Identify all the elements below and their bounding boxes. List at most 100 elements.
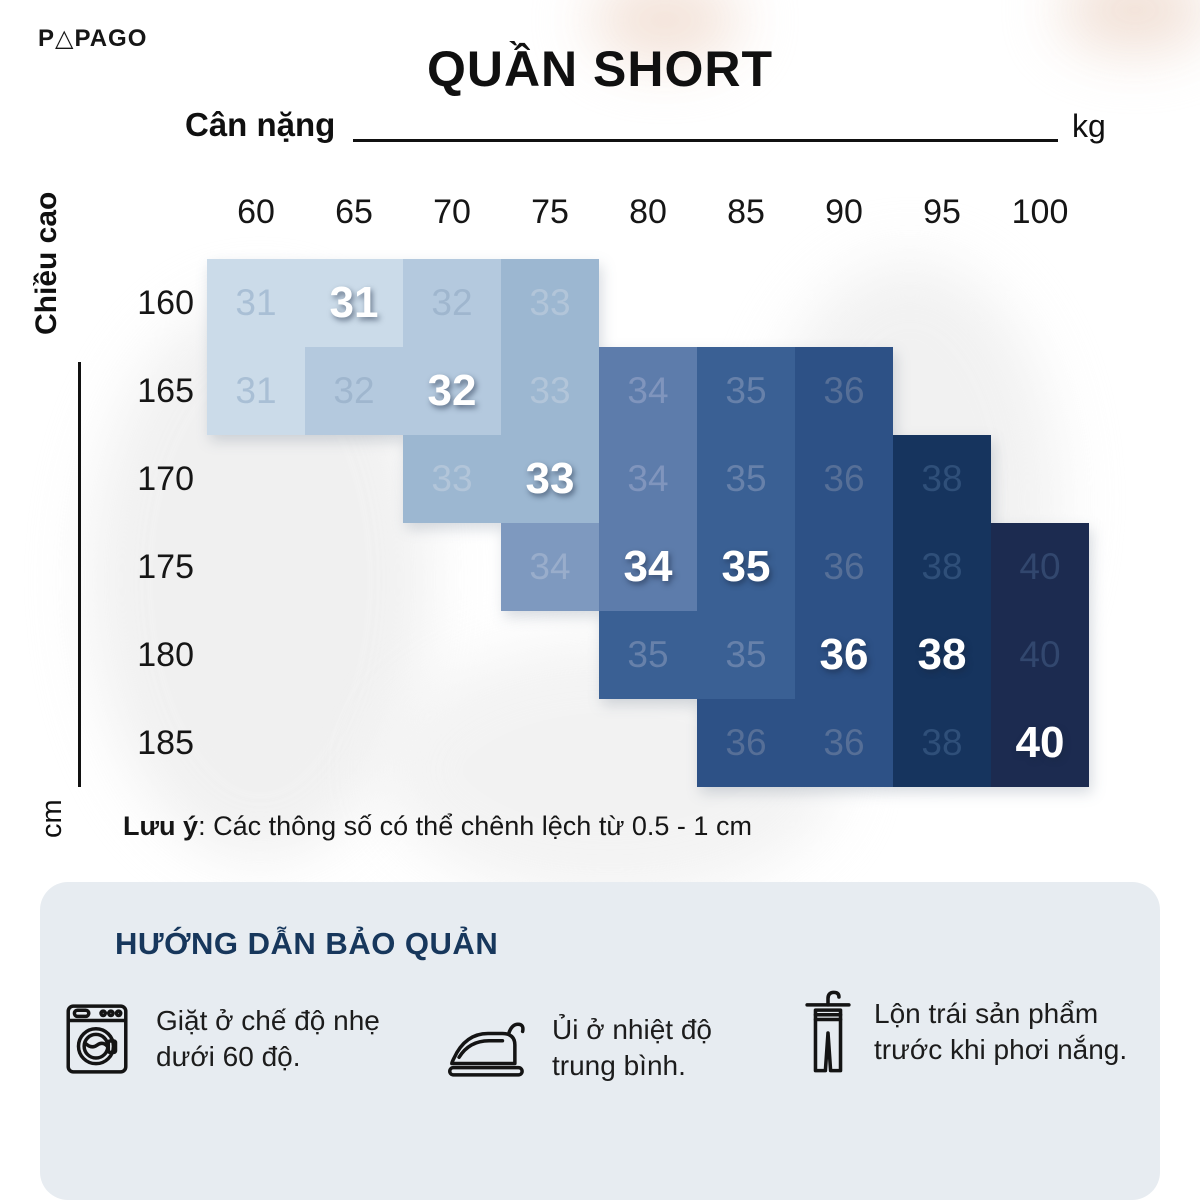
size-value: 34 xyxy=(627,370,669,411)
size-value: 32 xyxy=(333,370,375,411)
size-cell-180cm-90kg: 36 xyxy=(795,611,893,699)
size-cell-160cm-70kg: 32 xyxy=(403,259,501,347)
care-item-iron-line1: Ủi ở nhiệt độ xyxy=(552,1014,713,1045)
care-item-iron-text: Ủi ở nhiệt độ trung bình. xyxy=(552,1012,712,1084)
weight-tick-90: 90 xyxy=(825,193,863,231)
size-value: 33 xyxy=(529,282,571,323)
weight-tick-70: 70 xyxy=(433,193,471,231)
size-cell-160cm-65kg: 31 xyxy=(305,259,403,347)
size-value: 35 xyxy=(725,634,767,675)
care-item-dry: Lộn trái sản phẩm trước khi phơi nắng. xyxy=(804,988,1127,1076)
size-value: 35 xyxy=(725,370,767,411)
weight-tick-80: 80 xyxy=(629,193,667,231)
size-cell-175cm-85kg: 35 xyxy=(697,523,795,611)
washing-machine-icon xyxy=(66,1004,128,1074)
y-axis-line xyxy=(78,362,81,787)
size-value: 33 xyxy=(525,454,575,503)
size-value: 34 xyxy=(529,546,571,587)
care-instructions-panel: HƯỚNG DẪN BẢO QUẢN Giặt ở chế độ nhẹ dướ… xyxy=(40,882,1160,1200)
weight-tick-65: 65 xyxy=(335,193,373,231)
size-value: 36 xyxy=(823,546,865,587)
size-value: 31 xyxy=(235,282,277,323)
size-value: 38 xyxy=(921,722,963,763)
x-axis-label: Cân nặng xyxy=(185,106,336,143)
size-value: 34 xyxy=(623,542,673,591)
size-cell-180cm-95kg: 38 xyxy=(893,611,991,699)
size-value: 31 xyxy=(235,370,277,411)
size-cell-170cm-70kg: 33 xyxy=(403,435,501,523)
care-item-dry-line2: trước khi phơi nắng. xyxy=(874,1034,1128,1065)
height-tick-175: 175 xyxy=(137,548,194,586)
care-item-iron: Ủi ở nhiệt độ trung bình. xyxy=(442,1012,712,1084)
size-value: 33 xyxy=(431,458,473,499)
size-cell-165cm-75kg: 33 xyxy=(501,347,599,435)
size-cell-165cm-85kg: 35 xyxy=(697,347,795,435)
brand-logo-left: P xyxy=(38,25,56,52)
size-value: 36 xyxy=(823,722,865,763)
height-tick-185: 185 xyxy=(137,724,194,762)
size-value: 31 xyxy=(329,278,379,327)
size-cell-165cm-65kg: 32 xyxy=(305,347,403,435)
care-item-wash-line2: dưới 60 độ. xyxy=(156,1041,301,1072)
size-cell-185cm-90kg: 36 xyxy=(795,699,893,787)
care-item-iron-line2: trung bình. xyxy=(552,1050,686,1081)
size-value: 32 xyxy=(427,366,477,415)
care-heading: HƯỚNG DẪN BẢO QUẢN xyxy=(115,926,499,961)
size-cell-160cm-60kg: 31 xyxy=(207,259,305,347)
care-item-wash-text: Giặt ở chế độ nhẹ dưới 60 độ. xyxy=(156,1003,380,1075)
weight-tick-60: 60 xyxy=(237,193,275,231)
care-item-dry-line1: Lộn trái sản phẩm xyxy=(874,998,1099,1029)
weight-tick-95: 95 xyxy=(923,193,961,231)
size-value: 38 xyxy=(917,630,967,679)
tolerance-note-text: : Các thông số có thể chênh lệch từ 0.5 … xyxy=(198,811,752,841)
size-cell-170cm-90kg: 36 xyxy=(795,435,893,523)
size-value: 36 xyxy=(819,630,869,679)
size-value: 36 xyxy=(725,722,767,763)
size-cell-175cm-80kg: 34 xyxy=(599,523,697,611)
height-tick-170: 170 xyxy=(137,460,194,498)
size-cell-175cm-90kg: 36 xyxy=(795,523,893,611)
height-tick-180: 180 xyxy=(137,636,194,674)
brand-logo: P△PAGO xyxy=(38,24,147,53)
care-item-wash-line1: Giặt ở chế độ nhẹ xyxy=(156,1005,380,1036)
size-cell-185cm-100kg: 40 xyxy=(991,699,1089,787)
brand-logo-triangle-mark: △ xyxy=(55,25,75,52)
size-cell-175cm-75kg: 34 xyxy=(501,523,599,611)
size-cell-170cm-75kg: 33 xyxy=(501,435,599,523)
y-axis-label: Chiều cao xyxy=(30,191,63,335)
size-cell-160cm-75kg: 33 xyxy=(501,259,599,347)
size-value: 36 xyxy=(823,458,865,499)
size-cell-180cm-80kg: 35 xyxy=(599,611,697,699)
y-axis-unit: cm xyxy=(36,799,68,839)
size-value: 35 xyxy=(721,542,771,591)
brand-logo-right: PAGO xyxy=(74,25,148,52)
size-cell-165cm-60kg: 31 xyxy=(207,347,305,435)
size-value: 35 xyxy=(725,458,767,499)
size-value: 38 xyxy=(921,458,963,499)
iron-icon xyxy=(448,1022,525,1077)
weight-tick-75: 75 xyxy=(531,193,569,231)
size-cell-170cm-95kg: 38 xyxy=(893,435,991,523)
size-value: 32 xyxy=(431,282,473,323)
size-cell-175cm-95kg: 38 xyxy=(893,523,991,611)
size-value: 40 xyxy=(1019,634,1061,675)
size-cell-165cm-70kg: 32 xyxy=(403,347,501,435)
size-value: 36 xyxy=(823,370,865,411)
size-cell-165cm-90kg: 36 xyxy=(795,347,893,435)
care-item-wash: Giặt ở chế độ nhẹ dưới 60 độ. xyxy=(64,1002,380,1076)
x-axis-line xyxy=(353,139,1058,142)
height-tick-160: 160 xyxy=(137,284,194,322)
size-cell-180cm-85kg: 35 xyxy=(697,611,795,699)
care-item-dry-text: Lộn trái sản phẩm trước khi phơi nắng. xyxy=(874,996,1127,1068)
size-cell-185cm-85kg: 36 xyxy=(697,699,795,787)
size-value: 34 xyxy=(627,458,669,499)
size-cell-170cm-80kg: 34 xyxy=(599,435,697,523)
size-cell-180cm-100kg: 40 xyxy=(991,611,1089,699)
size-cell-185cm-95kg: 38 xyxy=(893,699,991,787)
size-value: 40 xyxy=(1019,546,1061,587)
size-value: 35 xyxy=(627,634,669,675)
size-value: 40 xyxy=(1015,718,1065,767)
height-tick-165: 165 xyxy=(137,372,194,410)
size-cell-175cm-100kg: 40 xyxy=(991,523,1089,611)
weight-tick-85: 85 xyxy=(727,193,765,231)
